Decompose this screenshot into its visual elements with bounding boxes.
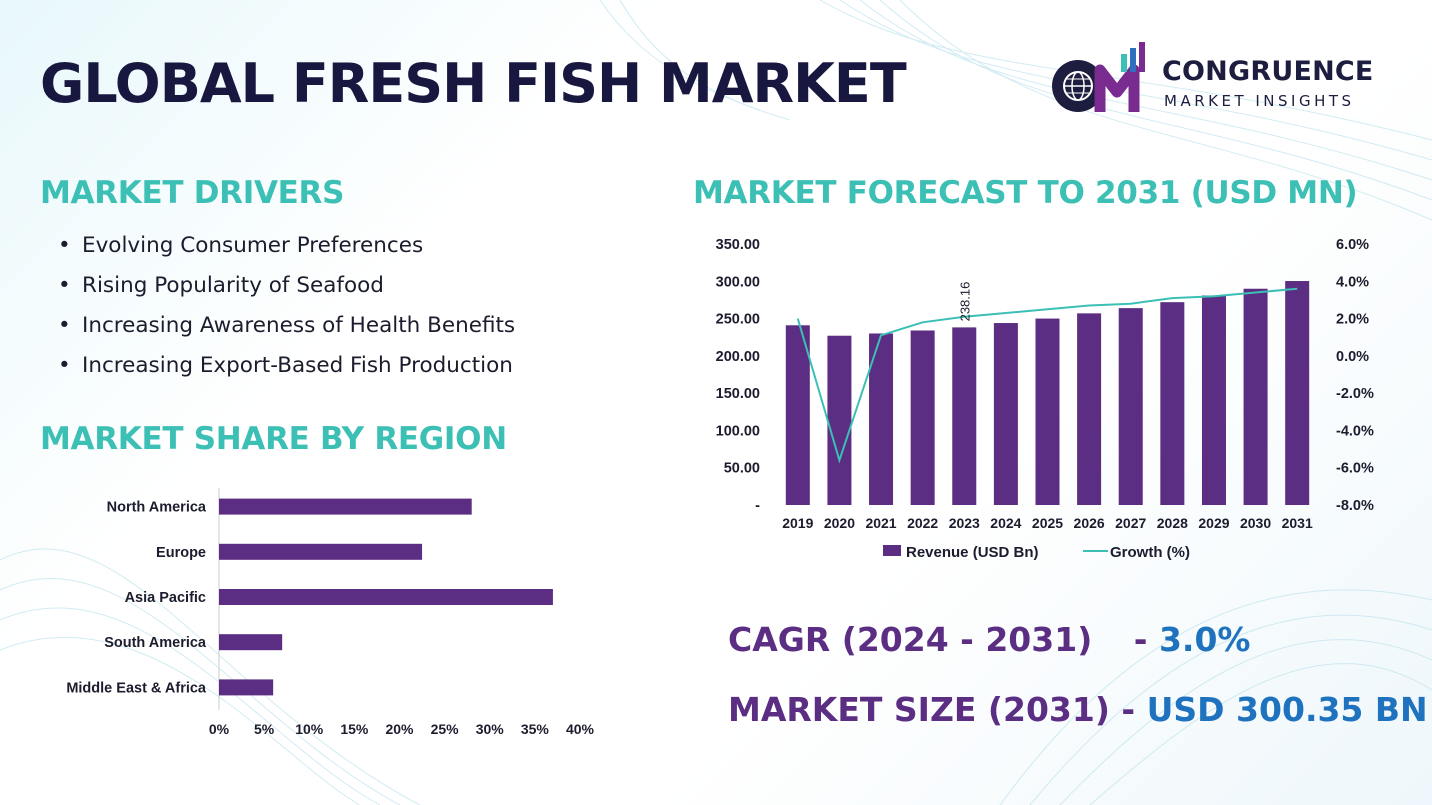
right-y-tick-label: -2.0% (1336, 386, 1374, 402)
x-tick-label: 10% (295, 721, 324, 737)
market-size-value: USD 300.35 BN (1146, 690, 1428, 729)
driver-item: • Rising Popularity of Seafood (58, 268, 515, 308)
cagr-stat: CAGR (2024 - 2031) - 3.0% (728, 620, 1251, 659)
x-tick-label: 2020 (824, 515, 855, 531)
right-y-tick-label: -6.0% (1336, 461, 1374, 477)
revenue-bar (993, 323, 1018, 505)
x-tick-label: 30% (476, 721, 505, 737)
right-y-tick-label: 0.0% (1336, 349, 1369, 365)
left-y-tick-label: 50.00 (724, 461, 760, 477)
legend-label-growth: Growth (%) (1110, 544, 1190, 561)
x-tick-label: 20% (385, 721, 414, 737)
logo-mark-icon (1052, 42, 1145, 112)
cagr-label: CAGR (2024 - 2031) (728, 620, 1093, 659)
forecast-chart: - 50.00 100.00 150.00 200.00 250.00 300.00 350.… (716, 237, 1374, 561)
x-tick-label: 0% (209, 721, 230, 737)
driver-label: Evolving Consumer Preferences (82, 233, 424, 258)
revenue-bar (1285, 281, 1310, 505)
region-label: North America (107, 500, 207, 516)
right-y-tick-label: 4.0% (1336, 274, 1369, 290)
left-y-tick-label: 150.00 (716, 386, 760, 402)
x-tick-label: 2022 (907, 515, 938, 531)
driver-label: Rising Popularity of Seafood (82, 273, 384, 298)
market-size-label: MARKET SIZE (2031) (728, 690, 1110, 729)
x-tick-label: 2031 (1282, 515, 1313, 531)
page-title: GLOBAL FRESH FISH MARKET (40, 52, 907, 115)
market-share-region-title: MARKET SHARE BY REGION (40, 421, 507, 457)
left-y-tick-label: 300.00 (716, 274, 760, 290)
revenue-bar (1035, 318, 1060, 505)
x-tick-label: 2028 (1157, 515, 1188, 531)
driver-item: • Evolving Consumer Preferences (58, 228, 515, 268)
revenue-bar (952, 327, 977, 505)
right-y-tick-label: 2.0% (1336, 312, 1369, 328)
x-tick-label: 2024 (990, 515, 1021, 531)
x-tick-label: 2023 (949, 515, 980, 531)
driver-item: • Increasing Awareness of Health Benefits (58, 308, 515, 348)
cagr-value: 3.0% (1158, 620, 1251, 659)
cagr-separator: - (1122, 620, 1159, 659)
x-tick-label: 35% (521, 721, 550, 737)
x-tick-label: 5% (254, 721, 275, 737)
left-y-tick-label: 250.00 (716, 312, 760, 328)
logo-name: CONGRUENCE (1162, 56, 1374, 87)
bullet-icon: • (58, 353, 71, 378)
driver-label: Increasing Awareness of Health Benefits (82, 313, 516, 338)
x-tick-label: 15% (340, 721, 369, 737)
logo-subtitle: MARKET INSIGHTS (1164, 92, 1355, 110)
region-label: Middle East & Africa (66, 680, 207, 696)
x-tick-label: 25% (431, 721, 460, 737)
market-drivers-list: • Evolving Consumer Preferences • Rising P… (58, 228, 515, 388)
region-bar (219, 634, 283, 651)
revenue-bar (1201, 295, 1226, 505)
legend-swatch-revenue (883, 545, 901, 556)
left-y-tick-label: 350.00 (716, 237, 760, 253)
bullet-icon: • (58, 233, 71, 258)
revenue-bar (910, 330, 935, 505)
x-tick-label: 2021 (865, 515, 896, 531)
region-label: Europe (156, 545, 206, 561)
legend-label-revenue: Revenue (USD Bn) (906, 544, 1039, 561)
x-tick-label: 2019 (782, 515, 813, 531)
region-share-chart: North America Europe Asia Pacific South Ame… (66, 488, 595, 737)
x-tick-label: 2026 (1074, 515, 1105, 531)
left-y-tick-label: - (755, 498, 760, 514)
left-y-tick-label: 100.00 (716, 423, 760, 439)
right-y-tick-label: -4.0% (1336, 423, 1374, 439)
region-bar (219, 498, 472, 515)
x-tick-label: 40% (566, 721, 595, 737)
market-drivers-title: MARKET DRIVERS (40, 175, 345, 211)
x-tick-label: 2027 (1115, 515, 1146, 531)
left-y-tick-label: 200.00 (716, 349, 760, 365)
region-label: South America (104, 635, 207, 651)
region-label: Asia Pacific (125, 590, 206, 606)
revenue-bar (827, 335, 852, 505)
bullet-icon: • (58, 273, 71, 298)
revenue-bar (1243, 288, 1268, 505)
x-tick-label: 2029 (1198, 515, 1229, 531)
revenue-bar (1077, 313, 1102, 505)
revenue-bar (785, 325, 810, 505)
right-y-tick-label: -8.0% (1336, 498, 1374, 514)
region-bar (219, 679, 274, 696)
right-y-tick-label: 6.0% (1336, 237, 1369, 253)
congruence-logo[interactable]: CONGRUENCE MARKET INSIGHTS (1045, 40, 1405, 120)
driver-item: • Increasing Export-Based Fish Production (58, 348, 515, 388)
driver-label: Increasing Export-Based Fish Production (82, 353, 513, 378)
region-bar (219, 543, 423, 560)
revenue-bar (1160, 302, 1185, 505)
data-label: 238.16 (957, 282, 972, 322)
revenue-bar (1118, 308, 1143, 505)
region-bar (219, 589, 553, 605)
bullet-icon: • (58, 313, 71, 338)
market-size-stat: MARKET SIZE (2031) - USD 300.35 BN (728, 690, 1428, 729)
x-tick-label: 2030 (1240, 515, 1271, 531)
market-forecast-title: MARKET FORECAST TO 2031 (USD MN) (693, 175, 1358, 211)
market-size-separator: - (1109, 690, 1147, 729)
x-tick-label: 2025 (1032, 515, 1063, 531)
